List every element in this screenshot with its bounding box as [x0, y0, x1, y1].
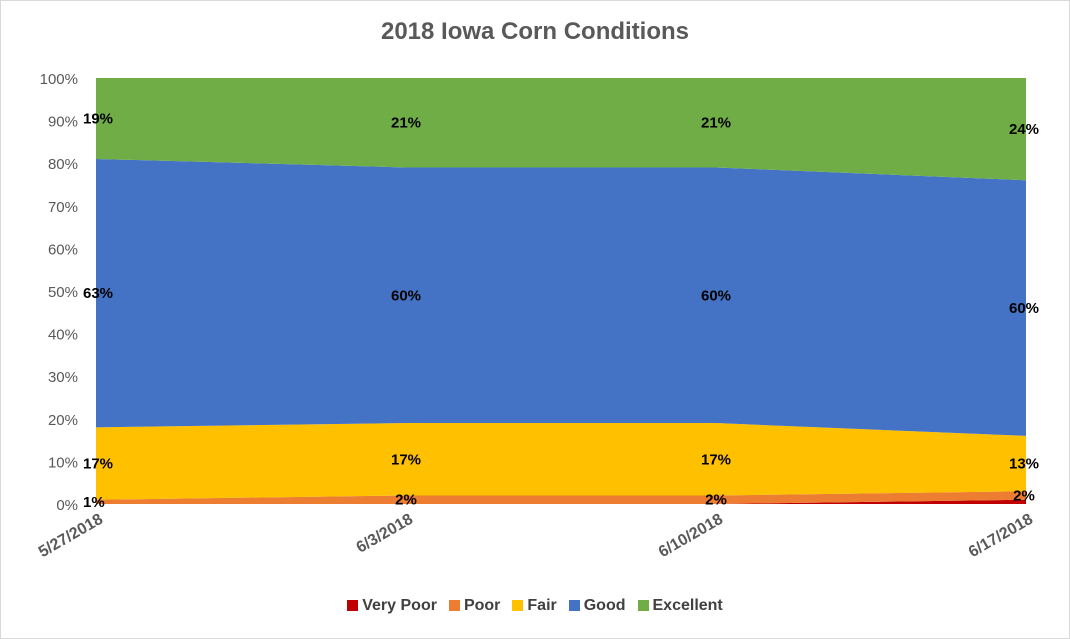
- data-label: 13%: [1009, 456, 1039, 473]
- legend-item-very-poor: Very Poor: [347, 597, 437, 615]
- y-axis: 0% 10% 20% 30% 40% 50% 60% 70% 80% 90% 100%: [40, 71, 78, 514]
- data-label: 2%: [705, 492, 727, 509]
- legend-label: Very Poor: [362, 597, 437, 614]
- legend-item-good: Good: [568, 597, 626, 615]
- x-tick-label: 6/17/2018: [966, 511, 1036, 561]
- data-label: 24%: [1009, 121, 1039, 138]
- legend-swatch: [347, 600, 359, 611]
- data-label: 63%: [83, 285, 113, 302]
- legend-item-excellent: Excellent: [637, 597, 723, 615]
- y-tick-label: 70%: [48, 199, 78, 216]
- x-tick-label: 6/3/2018: [354, 511, 417, 557]
- legend-item-fair: Fair: [512, 597, 557, 615]
- data-label: 60%: [1009, 300, 1039, 317]
- legend-item-poor: Poor: [448, 597, 501, 615]
- y-tick-label: 100%: [40, 71, 78, 88]
- area-excellent: [96, 78, 1026, 181]
- legend-swatch: [637, 600, 649, 611]
- data-label: 17%: [83, 456, 113, 473]
- y-tick-label: 80%: [48, 156, 78, 173]
- area-series-group: [96, 78, 1026, 504]
- x-axis: 5/27/2018 6/3/2018 6/10/2018 6/17/2018: [36, 511, 1036, 561]
- legend-label: Excellent: [652, 597, 723, 614]
- data-label: 2%: [1013, 487, 1035, 504]
- legend-swatch: [512, 600, 524, 611]
- y-tick-label: 90%: [48, 114, 78, 131]
- y-tick-label: 10%: [48, 454, 78, 471]
- data-label: 19%: [83, 110, 113, 127]
- area-good: [96, 158, 1026, 436]
- y-tick-label: 30%: [48, 369, 78, 386]
- legend-swatch: [568, 600, 580, 611]
- data-label: 60%: [701, 287, 731, 304]
- data-label: 21%: [701, 115, 731, 132]
- x-tick-label: 5/27/2018: [36, 511, 106, 561]
- data-label: 2%: [395, 492, 417, 509]
- x-tick-label: 6/10/2018: [656, 511, 726, 561]
- data-label: 60%: [391, 287, 421, 304]
- data-label: 1%: [83, 494, 105, 511]
- data-label: 17%: [701, 451, 731, 468]
- data-labels: 1% 2% 2% 2% 17% 17% 17% 13% 63% 60% 60% 60% 19% 21% 21…: [83, 110, 1039, 510]
- legend-label: Fair: [527, 597, 557, 614]
- data-label: 17%: [391, 451, 421, 468]
- legend-swatch: [448, 600, 460, 611]
- y-tick-label: 40%: [48, 327, 78, 344]
- y-tick-label: 20%: [48, 412, 78, 429]
- data-label: 21%: [391, 115, 421, 132]
- y-tick-label: 50%: [48, 284, 78, 301]
- y-tick-label: 60%: [48, 241, 78, 258]
- y-tick-label: 0%: [56, 497, 78, 514]
- legend-label: Good: [583, 597, 626, 614]
- area-fair: [96, 423, 1026, 500]
- chart-title: 2018 Iowa Corn Conditions: [380, 18, 690, 45]
- legend-label: Poor: [463, 597, 501, 614]
- legend: Very Poor Poor Fair Good Excellent: [0, 597, 1070, 615]
